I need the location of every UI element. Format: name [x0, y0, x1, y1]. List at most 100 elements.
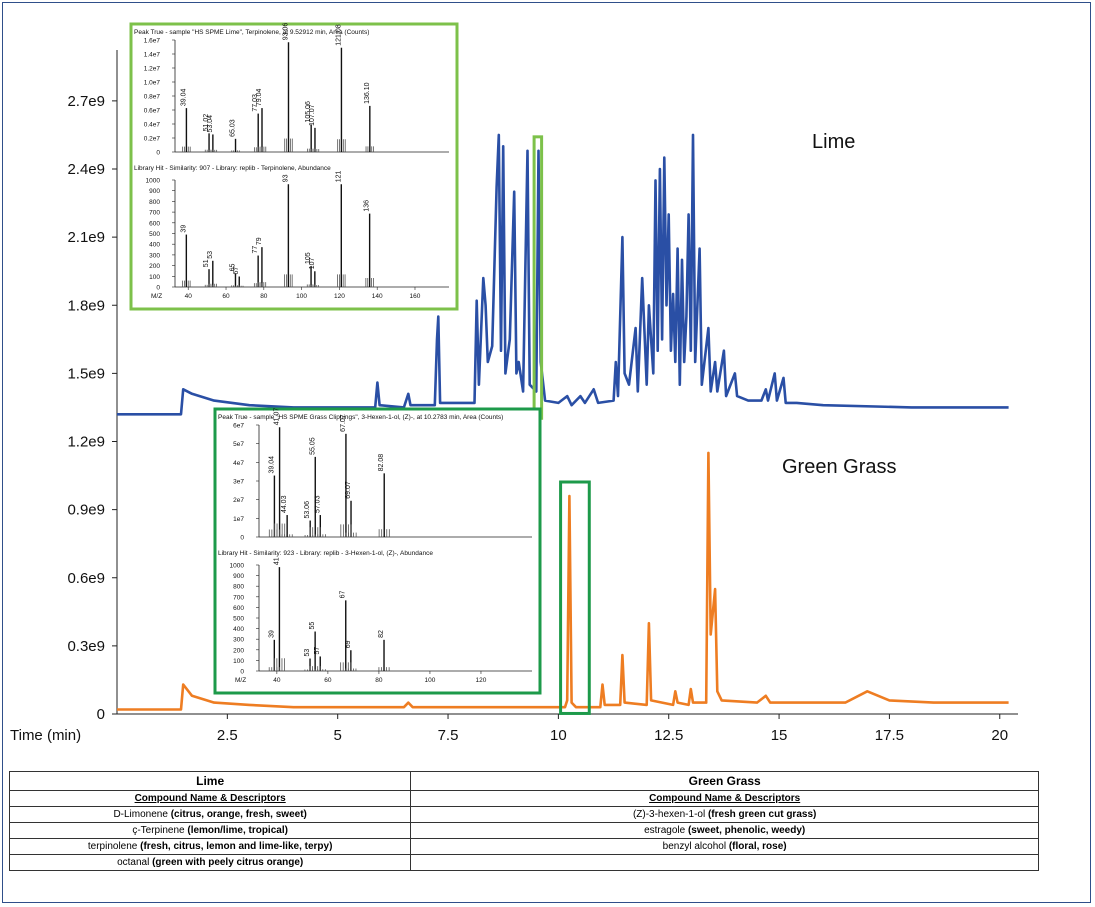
- top-peak-label: 39.04: [268, 456, 275, 474]
- bottom-peak-label: 51: [203, 259, 210, 267]
- inset-frame: [129, 22, 459, 311]
- y-tick-label: 2.4e9: [67, 161, 105, 178]
- bottom-y-tick-label: 800: [233, 584, 244, 591]
- bottom-peak-label: 67: [340, 590, 347, 598]
- top-y-tick-label: 4e7: [233, 460, 244, 467]
- green-grass-subheader: Compound Name & Descriptors: [410, 790, 1039, 807]
- green-grass-cell: estragole (sweet, phenolic, weedy): [410, 822, 1039, 839]
- highlight-layer: [532, 135, 591, 715]
- top-peak-label: 44.03: [281, 495, 288, 513]
- top-peak-label: 136.10: [364, 82, 371, 104]
- x-tick-label: 20: [991, 727, 1008, 744]
- inset-x-tick-label: 140: [372, 293, 383, 300]
- green-grass-cell: benzyl alcohol (floral, rose): [410, 838, 1039, 855]
- compound-name: (Z)-3-hexen-1-ol: [632, 809, 706, 820]
- y-tick-label: 2.1e9: [67, 229, 105, 246]
- lime-subheader: Compound Name & Descriptors: [8, 790, 412, 807]
- top-y-tick-label: 1.0e7: [144, 80, 161, 87]
- compound-name: D-Limonene: [113, 809, 168, 820]
- top-y-tick-label: 1e7: [233, 516, 244, 523]
- compound-descriptors: (sweet, phenolic, weedy): [685, 825, 806, 836]
- lime-cell: ç-Terpinene (lemon/lime, tropical): [8, 822, 412, 839]
- chromatogram-chart: 0 0.3e9 0.6e9 0.9e9 1.2e9 1.5e9 1.8e9 2.1e9 2.4e…: [10, 22, 1018, 744]
- green-grass-cell: [410, 854, 1039, 871]
- x-axis-label: Time (min): [10, 727, 81, 744]
- x-tick-label: 5: [334, 727, 342, 744]
- inset-x-tick-label: 160: [410, 293, 421, 300]
- bottom-y-tick-label: 800: [149, 199, 160, 206]
- top-peak-label: 67.07: [340, 414, 347, 432]
- inset-x-tick-label: 100: [425, 677, 436, 684]
- table-header-row: Lime Green Grass: [8, 771, 1039, 791]
- top-peak-label: 105.06: [305, 101, 312, 123]
- top-peak-label: 107.07: [309, 104, 316, 126]
- top-y-tick-label: 1.4e7: [144, 52, 161, 59]
- compound-name: octanal: [117, 857, 150, 868]
- inset-x-tick-label: 80: [375, 677, 383, 684]
- bottom-y-tick-label: 700: [149, 210, 160, 217]
- inset-x-tick-label: 120: [476, 677, 487, 684]
- top-peak-label: 77.03: [252, 94, 259, 112]
- top-peak-label: 82.08: [378, 454, 385, 472]
- inset-x-axis-label: M/Z: [151, 293, 162, 300]
- bottom-y-tick-label: 300: [149, 252, 160, 259]
- x-tick-label: 17.5: [875, 727, 904, 744]
- bottom-peak-label: 136: [364, 200, 371, 212]
- top-peak-label: 55.05: [309, 437, 316, 455]
- bottom-peak-label: 121: [335, 170, 342, 182]
- bottom-y-tick-label: 100: [149, 274, 160, 281]
- bottom-peak-label: 82: [378, 630, 385, 638]
- bottom-y-tick-label: 400: [149, 242, 160, 249]
- x-tick-label: 2.5: [217, 727, 238, 744]
- table-row: terpinolene (fresh, citrus, lemon and li…: [8, 838, 1039, 855]
- y-tick-label: 0: [97, 706, 105, 723]
- compound-table-wrap: Lime Green Grass Compound Name & Descrip…: [8, 771, 1039, 871]
- y-tick-label: 1.2e9: [67, 434, 105, 451]
- mass-spectrum-inset: Peak True - sample "HS SPME Grass Clippi…: [213, 407, 542, 695]
- table-row: octanal (green with peely citrus orange): [8, 854, 1039, 871]
- inset-top-title: Peak True - sample "HS SPME Lime", Terpi…: [134, 29, 369, 36]
- series-line-green-grass: [117, 451, 1009, 711]
- green-grass-cell: (Z)-3-hexen-1-ol (fresh green cut grass): [410, 806, 1039, 823]
- series-line-lime: [117, 133, 1009, 416]
- top-y-tick-label: 0: [156, 150, 160, 157]
- x-tick-label: 7.5: [438, 727, 459, 744]
- bottom-y-tick-label: 300: [233, 637, 244, 644]
- y-tick-label: 0.3e9: [67, 638, 105, 655]
- inset-bottom-title: Library Hit - Similarity: 907 - Library:…: [134, 165, 331, 172]
- bottom-peak-label: 57: [314, 647, 321, 655]
- bottom-y-tick-label: 1000: [146, 178, 161, 185]
- bottom-peak-label: 65: [229, 263, 236, 271]
- top-peak-label: 51.02: [203, 114, 210, 132]
- top-y-tick-label: 2e7: [233, 497, 244, 504]
- top-peak-label: 39.04: [180, 88, 187, 106]
- bottom-y-tick-label: 700: [233, 594, 244, 601]
- bottom-peak-label: 77: [252, 246, 259, 254]
- compound-descriptors: (fresh green cut grass): [705, 809, 817, 820]
- lime-cell: D-Limonene (citrus, orange, fresh, sweet…: [8, 806, 412, 823]
- compound-descriptors: (lemon/lime, tropical): [184, 825, 288, 836]
- top-y-tick-label: 0: [240, 535, 244, 542]
- x-tick-label: 10: [550, 727, 567, 744]
- top-peak-label: 53.04: [207, 115, 214, 133]
- top-peak-label: 69.07: [345, 481, 352, 499]
- top-y-tick-label: 1.2e7: [144, 66, 161, 73]
- top-y-tick-label: 0.4e7: [144, 122, 161, 129]
- table-row: D-Limonene (citrus, orange, fresh, sweet…: [8, 806, 1039, 823]
- bottom-y-tick-label: 200: [149, 263, 160, 270]
- inset-x-tick-label: 40: [185, 293, 193, 300]
- bottom-peak-label: 39: [180, 225, 187, 233]
- compound-descriptors: (fresh, citrus, lemon and lime-like, ter…: [137, 841, 333, 852]
- bottom-y-tick-label: 900: [233, 573, 244, 580]
- compound-descriptors: (citrus, orange, fresh, sweet): [167, 809, 307, 820]
- bottom-peak-label: 39: [268, 630, 275, 638]
- top-y-tick-label: 3e7: [233, 479, 244, 486]
- compound-name: terpinolene: [87, 841, 138, 852]
- green-grass-series-label: Green Grass: [782, 456, 896, 478]
- y-tick-label: 1.8e9: [67, 297, 105, 314]
- inset-layer: Peak True - sample "HS SPME Lime", Terpi…: [129, 22, 542, 695]
- bottom-peak-label: 93: [282, 174, 289, 182]
- inset-top-title: Peak True - sample "HS SPME Grass Clippi…: [218, 414, 503, 421]
- inset-bottom-title: Library Hit - Similarity: 923 - Library:…: [218, 550, 433, 557]
